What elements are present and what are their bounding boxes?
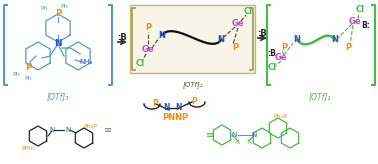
- Text: N: N: [251, 132, 257, 138]
- Text: P: P: [232, 42, 238, 51]
- Text: NH₃: NH₃: [79, 59, 93, 65]
- Text: R: R: [236, 140, 240, 144]
- Text: P: P: [281, 43, 287, 52]
- Text: Cl: Cl: [135, 60, 144, 69]
- FancyBboxPatch shape: [130, 5, 255, 73]
- Text: Ge: Ge: [142, 45, 154, 54]
- Text: N: N: [65, 127, 71, 133]
- Text: N: N: [163, 103, 169, 113]
- Text: B:: B:: [362, 20, 370, 30]
- Text: N: N: [54, 40, 62, 49]
- Text: Ge: Ge: [232, 20, 244, 29]
- Text: P: P: [152, 100, 158, 109]
- Text: N: N: [332, 35, 339, 44]
- Text: Ge: Ge: [275, 53, 287, 62]
- Text: PNNP: PNNP: [162, 113, 188, 123]
- Text: PPh₂: PPh₂: [21, 145, 35, 151]
- Text: Ph₂P: Ph₂P: [273, 113, 287, 119]
- Text: Ph₂P: Ph₂P: [83, 123, 97, 129]
- Text: P: P: [145, 23, 151, 32]
- Text: Ph: Ph: [40, 6, 48, 10]
- Text: :B: :B: [117, 32, 127, 41]
- Text: Ph: Ph: [12, 72, 20, 76]
- Text: Ge: Ge: [349, 18, 361, 27]
- Text: P: P: [191, 98, 197, 106]
- Text: :B: :B: [268, 50, 276, 59]
- Text: ≡: ≡: [206, 130, 214, 140]
- Text: ≡: ≡: [104, 125, 112, 135]
- Text: Ph: Ph: [24, 75, 32, 81]
- Text: :B: :B: [257, 29, 267, 38]
- Text: [OTf]₂: [OTf]₂: [182, 81, 203, 88]
- Text: Cl: Cl: [243, 8, 253, 17]
- Text: Cl: Cl: [355, 6, 364, 14]
- Text: N: N: [231, 132, 237, 138]
- Text: P: P: [345, 43, 351, 52]
- Text: N: N: [158, 31, 166, 40]
- Text: N: N: [175, 103, 181, 113]
- Text: R: R: [248, 140, 252, 144]
- Text: [OTf]₃: [OTf]₃: [47, 92, 69, 101]
- Text: Ph: Ph: [60, 3, 68, 9]
- Text: N: N: [293, 35, 301, 44]
- Text: P: P: [25, 63, 31, 72]
- Text: [OTf]₂: [OTf]₂: [309, 92, 331, 101]
- Text: P: P: [55, 10, 61, 19]
- Text: N: N: [217, 35, 225, 44]
- Text: Cl: Cl: [268, 63, 277, 72]
- Text: N: N: [50, 127, 55, 133]
